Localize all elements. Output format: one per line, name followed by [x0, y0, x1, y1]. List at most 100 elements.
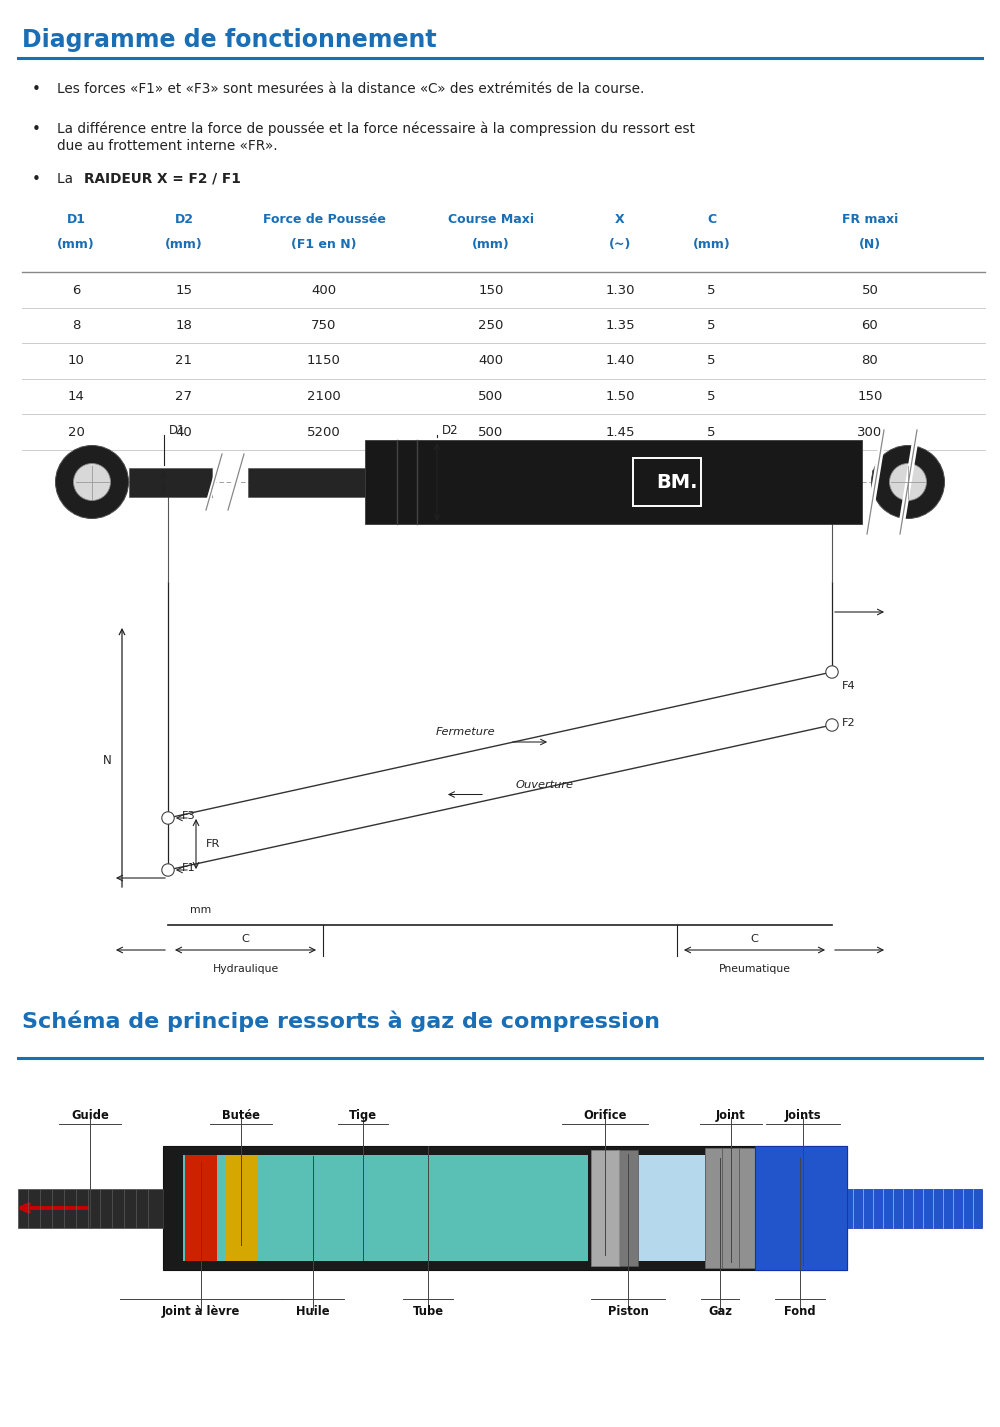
Text: Huile: Huile: [296, 1306, 330, 1319]
Text: Force de Poussée: Force de Poussée: [263, 213, 385, 225]
Text: 1.35: 1.35: [605, 320, 635, 332]
Text: 15: 15: [176, 284, 192, 297]
Text: (F1 en N): (F1 en N): [291, 238, 357, 251]
Text: F3: F3: [182, 811, 196, 821]
Text: 27: 27: [176, 390, 192, 402]
Text: mm: mm: [190, 905, 211, 915]
FancyBboxPatch shape: [225, 1154, 257, 1261]
Circle shape: [162, 812, 174, 825]
Text: Butée: Butée: [222, 1109, 260, 1122]
Text: Ouverture: Ouverture: [516, 779, 574, 789]
FancyBboxPatch shape: [248, 468, 365, 497]
Text: Guide: Guide: [71, 1109, 109, 1122]
FancyBboxPatch shape: [365, 440, 862, 524]
Circle shape: [826, 719, 838, 731]
Circle shape: [74, 464, 110, 501]
FancyBboxPatch shape: [185, 1154, 217, 1261]
Text: 21: 21: [176, 354, 192, 368]
Text: (mm): (mm): [57, 238, 95, 251]
Text: 14: 14: [68, 390, 84, 402]
FancyBboxPatch shape: [163, 1146, 847, 1270]
Text: Les forces «F1» et «F3» sont mesurées à la distance «C» des extrémités de la cou: Les forces «F1» et «F3» sont mesurées à …: [57, 81, 644, 96]
FancyBboxPatch shape: [705, 1147, 757, 1269]
Text: Tube: Tube: [412, 1306, 443, 1319]
FancyBboxPatch shape: [183, 1154, 588, 1261]
Circle shape: [872, 445, 944, 518]
Circle shape: [56, 445, 128, 518]
Text: Diagramme de fonctionnement: Diagramme de fonctionnement: [22, 29, 437, 51]
Text: C: C: [242, 935, 249, 945]
Text: D1: D1: [66, 213, 86, 225]
Text: (mm): (mm): [472, 238, 510, 251]
FancyBboxPatch shape: [635, 1154, 705, 1261]
Text: N: N: [103, 753, 112, 766]
Text: 1.40: 1.40: [605, 354, 635, 368]
Text: 18: 18: [176, 320, 192, 332]
Text: La différence entre la force de poussée et la force nécessaire à la compression : La différence entre la force de poussée …: [57, 121, 695, 153]
Text: 750: 750: [311, 320, 337, 332]
Text: 20: 20: [68, 425, 84, 438]
Text: BM.: BM.: [656, 472, 697, 491]
Circle shape: [162, 863, 174, 876]
Text: 5: 5: [707, 284, 716, 297]
FancyBboxPatch shape: [755, 1146, 847, 1270]
Text: 60: 60: [862, 320, 878, 332]
Text: Hydraulique: Hydraulique: [212, 965, 279, 975]
Text: 1.45: 1.45: [605, 425, 635, 438]
FancyBboxPatch shape: [618, 1150, 638, 1266]
Text: 300: 300: [857, 425, 883, 438]
Text: F4: F4: [842, 681, 856, 691]
Text: FR maxi: FR maxi: [842, 213, 898, 225]
Text: 2100: 2100: [307, 390, 341, 402]
Text: 150: 150: [478, 284, 504, 297]
Text: Joint: Joint: [716, 1109, 746, 1122]
Text: 5: 5: [707, 425, 716, 438]
Text: Fermeture: Fermeture: [435, 726, 495, 736]
FancyBboxPatch shape: [591, 1150, 619, 1266]
Text: 500: 500: [478, 390, 504, 402]
Text: 1150: 1150: [307, 354, 341, 368]
Text: 5: 5: [707, 354, 716, 368]
Text: 5200: 5200: [307, 425, 341, 438]
Text: Orifice: Orifice: [583, 1109, 627, 1122]
Text: (N): (N): [859, 238, 881, 251]
Text: 50: 50: [862, 284, 878, 297]
Text: La: La: [57, 173, 77, 186]
Text: Schéma de principe ressorts à gaz de compression: Schéma de principe ressorts à gaz de com…: [22, 1010, 660, 1032]
Text: 5: 5: [707, 320, 716, 332]
FancyBboxPatch shape: [872, 471, 915, 494]
Text: 10: 10: [68, 354, 84, 368]
Circle shape: [890, 464, 926, 501]
FancyBboxPatch shape: [847, 1189, 982, 1227]
Text: D2: D2: [175, 213, 194, 225]
Text: 6: 6: [72, 284, 80, 297]
Text: Joints: Joints: [785, 1109, 821, 1122]
Text: 150: 150: [857, 390, 883, 402]
Text: D1: D1: [169, 424, 185, 437]
Circle shape: [826, 666, 838, 678]
Text: 40: 40: [176, 425, 192, 438]
Text: (~): (~): [609, 238, 631, 251]
FancyBboxPatch shape: [128, 468, 212, 497]
Text: Course Maxi: Course Maxi: [448, 213, 534, 225]
Text: D2: D2: [442, 424, 459, 437]
Text: 5: 5: [707, 390, 716, 402]
Text: •: •: [32, 81, 41, 97]
Text: C: C: [707, 213, 716, 225]
Text: Joint à lèvre: Joint à lèvre: [162, 1306, 240, 1319]
Text: FR: FR: [206, 839, 220, 849]
FancyBboxPatch shape: [18, 1189, 163, 1227]
Text: Gaz: Gaz: [708, 1306, 732, 1319]
Text: Piston: Piston: [608, 1306, 648, 1319]
Text: 400: 400: [311, 284, 337, 297]
Text: RAIDEUR X = F2 / F1: RAIDEUR X = F2 / F1: [84, 173, 241, 186]
Text: 80: 80: [862, 354, 878, 368]
Text: F1: F1: [182, 863, 196, 873]
Text: 1.50: 1.50: [605, 390, 635, 402]
Text: 250: 250: [478, 320, 504, 332]
Text: 1.30: 1.30: [605, 284, 635, 297]
Text: 400: 400: [478, 354, 504, 368]
Text: X: X: [615, 213, 625, 225]
Text: •: •: [32, 121, 41, 137]
Text: Tige: Tige: [349, 1109, 377, 1122]
